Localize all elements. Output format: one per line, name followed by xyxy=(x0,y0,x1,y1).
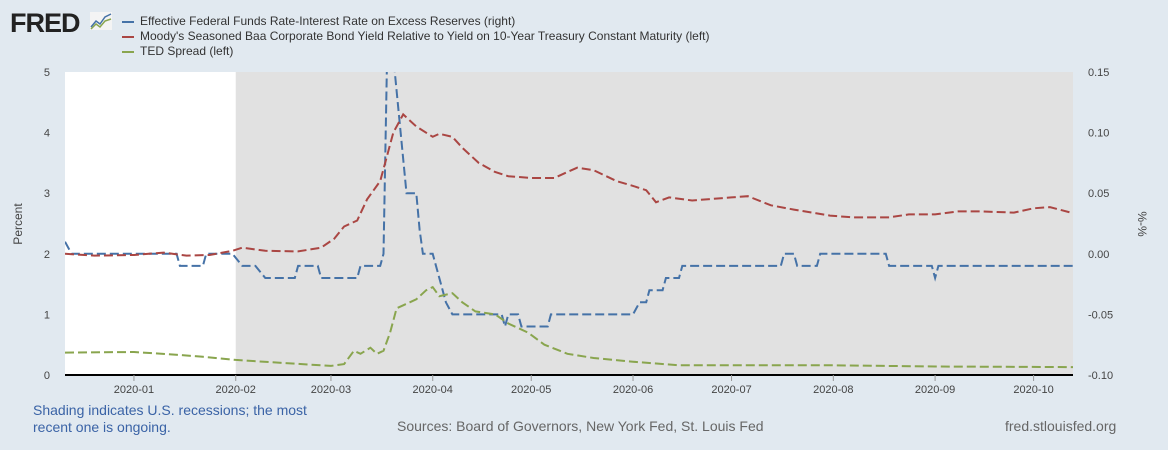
sources: Sources: Board of Governors, New York Fe… xyxy=(397,418,764,434)
legend-swatch xyxy=(122,50,134,53)
legend-item-baa[interactable]: Moody's Seasoned Baa Corporate Bond Yiel… xyxy=(122,29,710,44)
x-tick-label: 2020-09 xyxy=(915,384,955,396)
recession-note: Shading indicates U.S. recessions; the m… xyxy=(33,402,307,435)
x-tick-label: 2020-07 xyxy=(711,384,751,396)
x-tick-label: 2020-04 xyxy=(413,384,453,396)
y-tick-label: 5 xyxy=(44,67,50,79)
site-url[interactable]: fred.stlouisfed.org xyxy=(1005,418,1117,434)
y-tick-label: 1 xyxy=(44,309,50,321)
chart: 0 1 2 3 4 5 -0.10 -0.05 0.00 0.05 0.10 0.15 2020-01 2… xyxy=(11,67,1149,396)
x-tick-label: 2020-02 xyxy=(216,384,256,396)
series-line-2 xyxy=(65,285,1073,369)
x-tick-label: 2020-01 xyxy=(114,384,154,396)
y2-tick-label: 0.05 xyxy=(1088,188,1109,200)
x-tick-label: 2020-03 xyxy=(311,384,351,396)
y-tick-label: 2 xyxy=(44,249,50,261)
legend-label: TED Spread (left) xyxy=(140,44,234,58)
y2-tick-label: -0.05 xyxy=(1088,309,1113,321)
y2-tick-label: 0.10 xyxy=(1088,128,1109,140)
legend-label: Effective Federal Funds Rate-Interest Ra… xyxy=(140,14,516,28)
y-tick-label: 0 xyxy=(44,370,50,382)
legend-item-effr[interactable]: Effective Federal Funds Rate-Interest Ra… xyxy=(122,14,710,29)
recession-shading xyxy=(235,72,1074,375)
y-tick-label: 4 xyxy=(44,128,50,140)
x-tick-label: 2020-06 xyxy=(613,384,653,396)
legend-label: Moody's Seasoned Baa Corporate Bond Yiel… xyxy=(140,29,710,43)
x-tick-label: 2020-08 xyxy=(813,384,853,396)
y2-axis-label: %-% xyxy=(1135,211,1149,237)
y2-tick-label: 0.15 xyxy=(1088,67,1109,79)
fred-logo[interactable]: FRED xyxy=(10,8,80,38)
y-axis-label: Percent xyxy=(11,203,25,245)
legend-swatch xyxy=(122,35,134,38)
legend: Effective Federal Funds Rate-Interest Ra… xyxy=(122,14,710,59)
fred-chart-icon xyxy=(90,12,112,30)
x-tick-label: 2020-10 xyxy=(1013,384,1053,396)
y-tick-label: 3 xyxy=(44,188,50,200)
y2-tick-label: 0.00 xyxy=(1088,249,1109,261)
series-line-0 xyxy=(65,72,1073,331)
x-tick-label: 2020-05 xyxy=(511,384,551,396)
legend-swatch xyxy=(122,20,134,23)
series-line-1 xyxy=(65,112,1073,257)
legend-item-ted[interactable]: TED Spread (left) xyxy=(122,44,710,59)
y2-tick-label: -0.10 xyxy=(1088,370,1113,382)
